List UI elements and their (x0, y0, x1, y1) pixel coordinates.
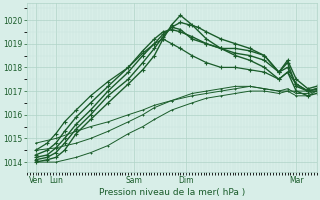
X-axis label: Pression niveau de la mer( hPa ): Pression niveau de la mer( hPa ) (99, 188, 245, 197)
